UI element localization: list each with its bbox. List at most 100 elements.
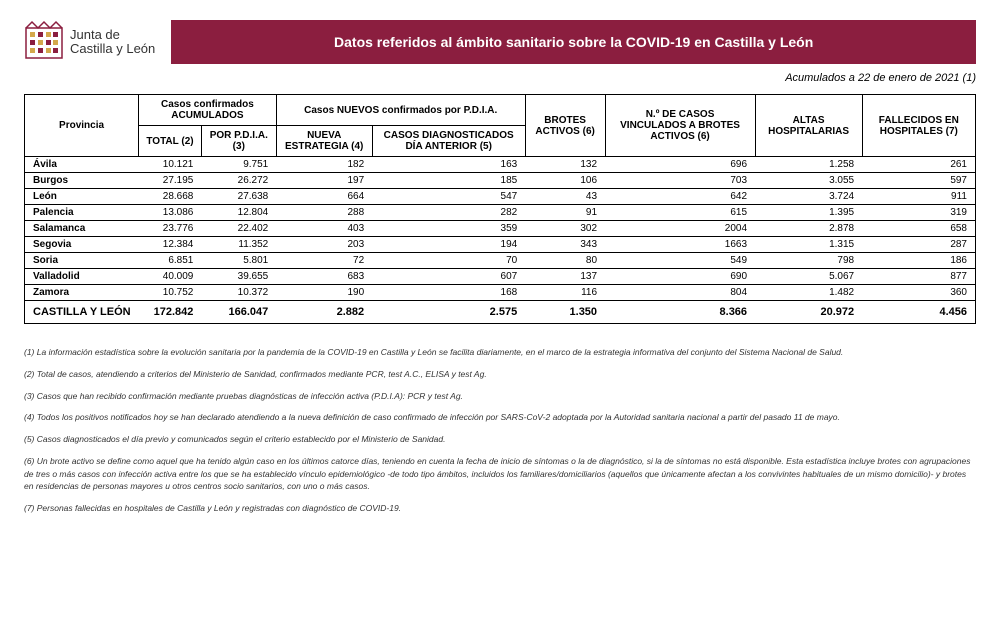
cell-pdia: 39.655 (201, 269, 276, 285)
cell-nueva: 664 (276, 189, 372, 205)
cell-altas: 5.067 (755, 269, 862, 285)
footnote: (2) Total de casos, atendiendo a criteri… (24, 368, 976, 381)
logo-block: Junta de Castilla y León (24, 20, 155, 64)
cell-anterior: 359 (372, 221, 525, 237)
table-row: Soria6.8515.801727080549798186 (25, 253, 976, 269)
logo-line2: Castilla y León (70, 42, 155, 56)
cell-total: 6.851 (139, 253, 202, 269)
cell-anterior: 168 (372, 285, 525, 301)
cell-fall: 4.456 (862, 301, 975, 324)
cell-province: Segovia (25, 237, 139, 253)
cell-altas: 2.878 (755, 221, 862, 237)
cell-vinc: 703 (605, 173, 755, 189)
cell-altas: 798 (755, 253, 862, 269)
cell-total: 13.086 (139, 205, 202, 221)
cell-province: Salamanca (25, 221, 139, 237)
cell-vinc: 549 (605, 253, 755, 269)
date-line: Acumulados a 22 de enero de 2021 (1) (24, 72, 976, 84)
cell-pdia: 12.804 (201, 205, 276, 221)
cell-altas: 3.055 (755, 173, 862, 189)
cell-fall: 360 (862, 285, 975, 301)
cell-anterior: 282 (372, 205, 525, 221)
cell-fall: 319 (862, 205, 975, 221)
cell-total: 10.121 (139, 157, 202, 173)
cell-anterior: 547 (372, 189, 525, 205)
th-group-confirmed: Casos confirmados ACUMULADOS (139, 95, 277, 126)
cell-pdia: 5.801 (201, 253, 276, 269)
cell-brotes: 343 (525, 237, 605, 253)
cell-vinc: 1663 (605, 237, 755, 253)
cell-altas: 20.972 (755, 301, 862, 324)
table-row: Burgos27.19526.2721971851067033.055597 (25, 173, 976, 189)
table-row: Zamora10.75210.3721901681168041.482360 (25, 285, 976, 301)
cell-brotes: 132 (525, 157, 605, 173)
th-pdia: POR P.D.I.A. (3) (201, 126, 276, 157)
cell-province: Burgos (25, 173, 139, 189)
logo-text: Junta de Castilla y León (70, 28, 155, 57)
cell-fall: 186 (862, 253, 975, 269)
cell-total: 27.195 (139, 173, 202, 189)
cell-brotes: 137 (525, 269, 605, 285)
cell-brotes: 116 (525, 285, 605, 301)
cell-province: Zamora (25, 285, 139, 301)
cell-brotes: 43 (525, 189, 605, 205)
cell-province: León (25, 189, 139, 205)
cell-fall: 658 (862, 221, 975, 237)
cell-anterior: 607 (372, 269, 525, 285)
cell-altas: 3.724 (755, 189, 862, 205)
footnote: (5) Casos diagnosticados el día previo y… (24, 433, 976, 446)
cell-total: 40.009 (139, 269, 202, 285)
table-row: Salamanca23.77622.40240335930220042.8786… (25, 221, 976, 237)
cell-pdia: 10.372 (201, 285, 276, 301)
cell-province: Ávila (25, 157, 139, 173)
cell-brotes: 91 (525, 205, 605, 221)
table-total-row: CASTILLA Y LEÓN172.842166.0472.8822.5751… (25, 301, 976, 324)
cell-brotes: 302 (525, 221, 605, 237)
cell-fall: 287 (862, 237, 975, 253)
cell-anterior: 163 (372, 157, 525, 173)
cell-province: Soria (25, 253, 139, 269)
cell-altas: 1.258 (755, 157, 862, 173)
cell-fall: 261 (862, 157, 975, 173)
cell-vinc: 642 (605, 189, 755, 205)
footnote: (7) Personas fallecidas en hospitales de… (24, 502, 976, 515)
cell-pdia: 11.352 (201, 237, 276, 253)
cell-nueva: 2.882 (276, 301, 372, 324)
cell-pdia: 26.272 (201, 173, 276, 189)
footnotes: (1) La información estadística sobre la … (24, 346, 976, 515)
cell-vinc: 2004 (605, 221, 755, 237)
th-vinculados: N.º DE CASOS VINCULADOS A BROTES ACTIVOS… (605, 95, 755, 157)
cell-nueva: 683 (276, 269, 372, 285)
cell-brotes: 1.350 (525, 301, 605, 324)
junta-logo-icon (24, 20, 64, 64)
cell-total: 23.776 (139, 221, 202, 237)
table-row: Ávila10.1219.7511821631326961.258261 (25, 157, 976, 173)
cell-nueva: 288 (276, 205, 372, 221)
cell-fall: 877 (862, 269, 975, 285)
header-row: Junta de Castilla y León Datos referidos… (24, 20, 976, 64)
title-bar: Datos referidos al ámbito sanitario sobr… (171, 20, 976, 64)
footnote: (3) Casos que han recibido confirmación … (24, 390, 976, 403)
cell-altas: 1.482 (755, 285, 862, 301)
cell-province: Palencia (25, 205, 139, 221)
th-brotes: BROTES ACTIVOS (6) (525, 95, 605, 157)
table-row: Segovia12.38411.35220319434316631.315287 (25, 237, 976, 253)
th-anterior: CASOS DIAGNOSTICADOS DÍA ANTERIOR (5) (372, 126, 525, 157)
cell-pdia: 9.751 (201, 157, 276, 173)
cell-fall: 597 (862, 173, 975, 189)
cell-vinc: 8.366 (605, 301, 755, 324)
cell-altas: 1.315 (755, 237, 862, 253)
table-row: Valladolid40.00939.6556836071376905.0678… (25, 269, 976, 285)
cell-brotes: 106 (525, 173, 605, 189)
th-fallecidos: FALLECIDOS EN HOSPITALES (7) (862, 95, 975, 157)
cell-pdia: 27.638 (201, 189, 276, 205)
cell-anterior: 194 (372, 237, 525, 253)
cell-altas: 1.395 (755, 205, 862, 221)
cell-vinc: 690 (605, 269, 755, 285)
cell-province-total: CASTILLA Y LEÓN (25, 301, 139, 324)
cell-total: 172.842 (139, 301, 202, 324)
cell-anterior: 2.575 (372, 301, 525, 324)
cell-nueva: 203 (276, 237, 372, 253)
footnote: (4) Todos los positivos notificados hoy … (24, 411, 976, 424)
cell-anterior: 185 (372, 173, 525, 189)
